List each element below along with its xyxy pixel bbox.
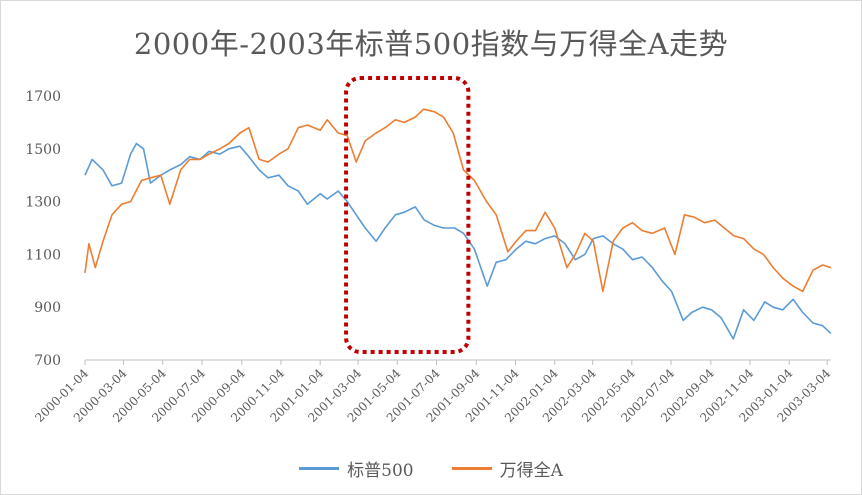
y-tick-label: 700 — [34, 353, 61, 369]
y-tick-label: 1500 — [25, 142, 61, 158]
y-tick-label: 1300 — [25, 195, 61, 211]
legend-swatch-wind — [451, 467, 492, 470]
y-tick-label: 900 — [34, 300, 61, 316]
legend-swatch-sp500 — [299, 467, 340, 470]
legend-label-sp500: 标普500 — [347, 461, 414, 481]
legend: 标普500 万得全A — [1, 456, 861, 481]
y-tick-label: 1100 — [25, 247, 61, 263]
series-lines — [84, 108, 832, 340]
series-line-sp500 — [84, 142, 832, 340]
axes: 70090011001300150017002000-01-042000-03-… — [25, 89, 833, 425]
chart-title: 2000年-2003年标普500指数与万得全A走势 — [133, 27, 729, 61]
highlight-overlay — [344, 76, 471, 354]
legend-item-wind: 万得全A — [451, 456, 563, 481]
series-line-wind — [84, 108, 832, 293]
y-tick-label: 1700 — [25, 89, 61, 105]
highlight-box — [344, 76, 471, 354]
legend-label-wind: 万得全A — [499, 461, 563, 481]
legend-item-sp500: 标普500 — [299, 456, 414, 481]
